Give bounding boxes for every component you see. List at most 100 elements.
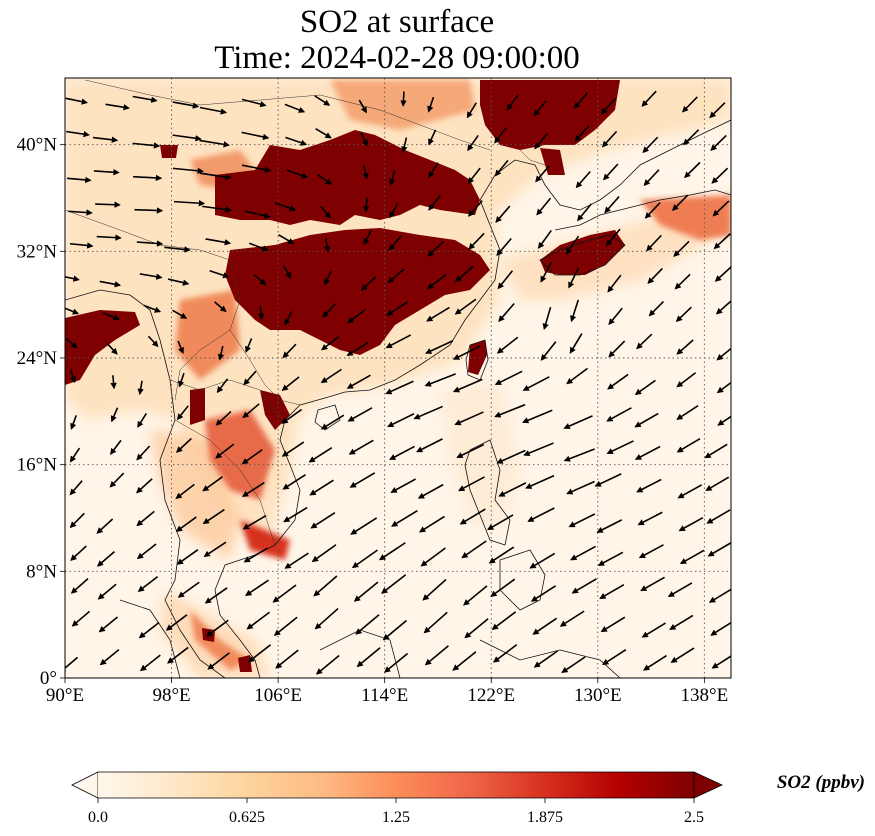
wind-arrow-8 [356,647,381,668]
wind-arrow-162 [424,373,456,387]
wind-arrow-42 [204,587,228,604]
wind-arrow-106 [458,476,485,492]
wind-arrow-223 [568,267,580,289]
wind-arrow-258 [467,200,483,217]
wind-arrow-113 [705,476,730,491]
wind-arrow-249 [134,207,164,214]
wind-arrow-102 [309,479,334,496]
wind-arrow-142 [387,413,415,428]
wind-arrow-135 [137,412,148,428]
wind-arrow-87 [459,508,486,525]
wind-arrow-297 [494,127,507,144]
colorbar-tick-label-1: 0.625 [229,809,265,826]
wind-arrow-59 [136,543,157,560]
wind-arrow-302 [682,129,700,146]
wind-arrow-40 [137,575,159,592]
wind-arrow-181 [425,340,454,354]
wind-arrow-287 [132,142,161,149]
country-borders [65,79,546,546]
wind-arrow-307 [172,101,200,109]
wind-arrow-82 [283,506,308,523]
wind-arrow-293 [360,132,368,147]
wind-arrow-298 [534,132,549,150]
wind-arrow-254 [320,206,332,219]
wind-arrow-94 [706,509,731,524]
wind-arrow-54 [640,576,665,592]
wind-arrow-48 [422,578,447,601]
wind-arrow-119 [241,449,263,465]
wind-arrow-103 [349,472,376,488]
wind-arrow-300 [601,130,618,148]
map-frame [64,77,732,679]
wind-arrow-150 [676,405,699,420]
wind-arrow-144 [454,411,484,426]
wind-arrow-24 [246,611,270,630]
wind-arrow-182 [452,345,481,360]
wind-arrow-136 [176,405,189,421]
wind-arrow-31 [491,611,517,630]
wind-arrow-98 [175,483,195,500]
wind-arrow-278 [494,159,509,177]
wind-arrow-268 [133,174,163,182]
lat-tick-label-4: 32°N [17,241,58,262]
wind-arrow-234 [278,234,295,245]
wind-arrow-210 [99,280,122,288]
wind-arrow-178 [321,336,340,351]
wind-arrow-145 [494,403,526,418]
wind-arrow-227 [714,266,731,282]
wind-arrow-207 [675,306,692,323]
wind-arrow-201 [454,298,477,315]
wind-arrow-306 [132,95,158,103]
wind-arrow-316 [506,94,519,111]
wind-arrow-70 [529,552,556,569]
wind-arrow-43 [245,579,269,596]
wind-arrow-197 [322,303,336,318]
wind-arrow-222 [540,261,553,283]
wind-arrow-205 [608,307,623,326]
wind-arrow-1 [99,648,120,666]
wind-arrow-319 [600,98,616,115]
wind-arrow-134 [110,407,119,423]
wind-arrow-53 [599,584,625,600]
lat-tick-label-3: 24°N [17,348,58,369]
wind-arrow-39 [97,583,117,600]
wind-arrow-20 [98,616,119,633]
wind-arrow-77 [96,518,114,534]
wind-arrow-155 [178,372,185,388]
wind-arrow-172 [107,343,118,355]
wind-arrow-60 [176,549,199,565]
wind-arrow-96 [109,472,125,488]
wind-arrow-83 [310,512,336,529]
wind-arrow-247 [68,209,93,216]
wind-arrow-148 [606,407,632,422]
wind-arrow-209 [65,275,80,282]
wind-arrow-183 [496,336,519,354]
lon-tick-label-5: 130°E [574,685,622,706]
wind-arrow-143 [413,405,443,420]
wind-arrow-301 [642,136,659,154]
wind-arrow-149 [634,412,659,428]
lat-axis: 0° 8°N 16°N 24°N 32°N 40°N [17,135,65,689]
wind-arrow-289 [199,139,230,148]
wind-arrow-217 [360,276,377,291]
wind-arrow-235 [323,238,331,253]
wind-arrow-180 [385,334,412,349]
wind-arrow-276 [428,162,439,179]
wind-arrow-131 [676,437,701,453]
wind-arrow-129 [606,440,634,455]
wind-arrow-252 [245,210,271,219]
wind-arrow-3 [167,646,189,664]
wind-arrow-23 [206,619,229,637]
wind-arrow-314 [427,96,435,113]
wind-arrow-81 [242,514,267,530]
wind-arrow-233 [248,242,269,252]
wind-arrow-195 [257,305,265,321]
wind-arrow-194 [214,301,227,313]
wind-arrow-241 [537,229,552,249]
wind-arrow-226 [674,273,691,290]
wind-arrow-242 [565,235,580,255]
wind-arrow-259 [495,205,511,223]
wind-arrow-64 [311,544,337,563]
wind-arrow-216 [324,270,332,286]
wind-arrow-313 [400,91,407,107]
